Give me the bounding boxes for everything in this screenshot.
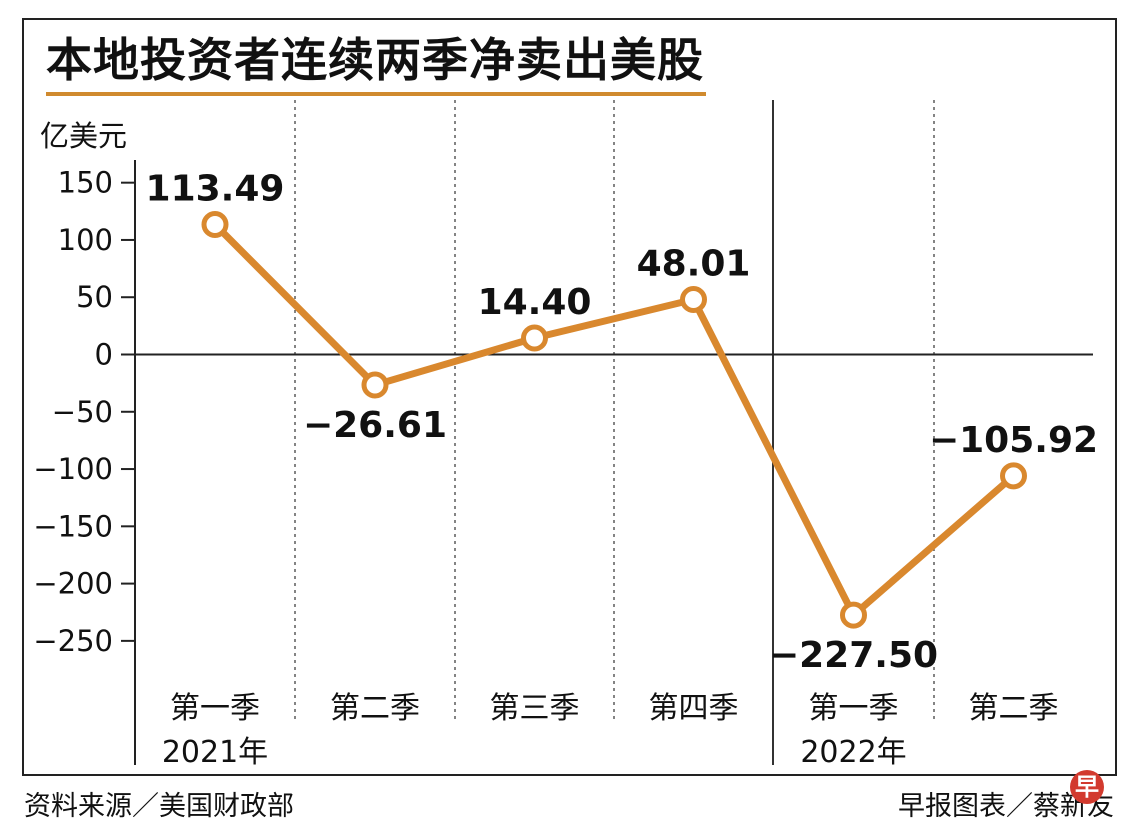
data-label: 48.01 bbox=[637, 244, 751, 285]
y-tick-label: 50 bbox=[76, 280, 113, 314]
data-points bbox=[201, 210, 1027, 629]
data-point bbox=[201, 210, 229, 238]
x-labels: 第一季 2021年 第二季 第三季 第四季 第一季 2022年 第二季 bbox=[162, 691, 1059, 770]
x-year-label: 2022年 bbox=[800, 735, 906, 770]
chart-title: 本地投资者连续两季净卖出美股 bbox=[46, 33, 704, 87]
x-quarter-label: 第四季 bbox=[649, 691, 739, 726]
data-point bbox=[680, 286, 707, 314]
x-quarter-label: 第三季 bbox=[490, 691, 580, 726]
axes bbox=[134, 160, 1093, 765]
x-quarter-label: 第一季 bbox=[170, 691, 260, 726]
y-tick-label: 0 bbox=[95, 338, 113, 372]
y-tick-label: 100 bbox=[58, 223, 113, 257]
x-quarter-label: 第二季 bbox=[330, 691, 420, 726]
y-ticks: 150 100 50 0 −50 −100 −150 −200 −250 bbox=[33, 166, 135, 658]
data-point bbox=[361, 371, 389, 399]
y-tick-label: −200 bbox=[33, 567, 113, 601]
zaobao-logo: 早 bbox=[1070, 770, 1104, 804]
category-dividers bbox=[294, 100, 935, 765]
y-tick-label: −250 bbox=[33, 624, 113, 658]
x-year-label: 2021年 bbox=[162, 735, 268, 770]
data-label: −227.50 bbox=[769, 635, 938, 676]
source-note: 资料来源／美国财政部 bbox=[24, 791, 294, 822]
x-quarter-label: 第二季 bbox=[969, 691, 1059, 726]
x-quarter-label: 第一季 bbox=[809, 691, 899, 726]
y-tick-label: 150 bbox=[58, 166, 113, 200]
y-tick-label: −50 bbox=[52, 395, 113, 429]
data-point bbox=[521, 324, 548, 352]
data-label: 113.49 bbox=[146, 168, 285, 209]
title-underline bbox=[46, 92, 706, 96]
y-axis-unit: 亿美元 bbox=[40, 119, 128, 153]
data-point bbox=[840, 601, 867, 629]
series-polyline bbox=[211, 220, 1017, 619]
y-tick-label: −100 bbox=[33, 452, 113, 486]
data-labels: 113.49 −26.61 14.40 48.01 −227.50 −105.92 bbox=[146, 168, 1099, 676]
y-tick-label: −150 bbox=[33, 509, 113, 543]
data-label: −26.61 bbox=[303, 405, 447, 446]
data-label: −105.92 bbox=[929, 420, 1098, 461]
data-point bbox=[1000, 462, 1027, 490]
series-line bbox=[211, 220, 1017, 619]
data-label: 14.40 bbox=[478, 282, 592, 323]
